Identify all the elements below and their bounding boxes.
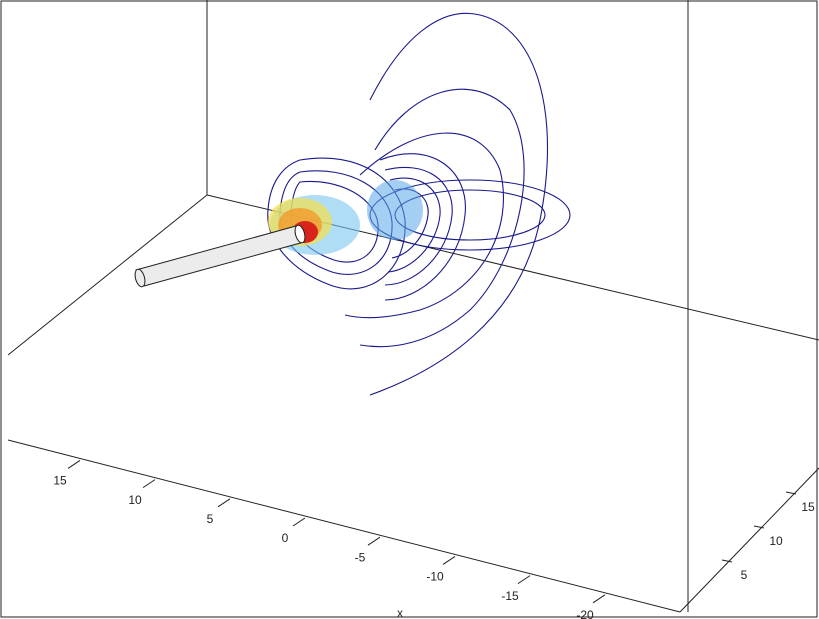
x-tick-label: 0: [282, 531, 289, 545]
x-axis-label: x: [397, 606, 403, 619]
x-tick-label: -5: [355, 550, 366, 564]
x-tick-label: -15: [501, 589, 519, 603]
x-tick-label: -20: [576, 608, 594, 619]
frame: [1, 1, 817, 617]
plot: 15 10 5 0 -5 -10 -15 -20 15 10 5 x: [0, 0, 819, 619]
y-tick-label: 15: [801, 500, 815, 514]
x-tick-label: 10: [128, 493, 142, 507]
x-tick-label: 15: [53, 474, 67, 488]
x-tick-label: 5: [207, 512, 214, 526]
y-tick-label: 10: [769, 534, 783, 548]
x-tick-label: -10: [426, 570, 444, 584]
y-tick-label: 5: [741, 568, 748, 582]
